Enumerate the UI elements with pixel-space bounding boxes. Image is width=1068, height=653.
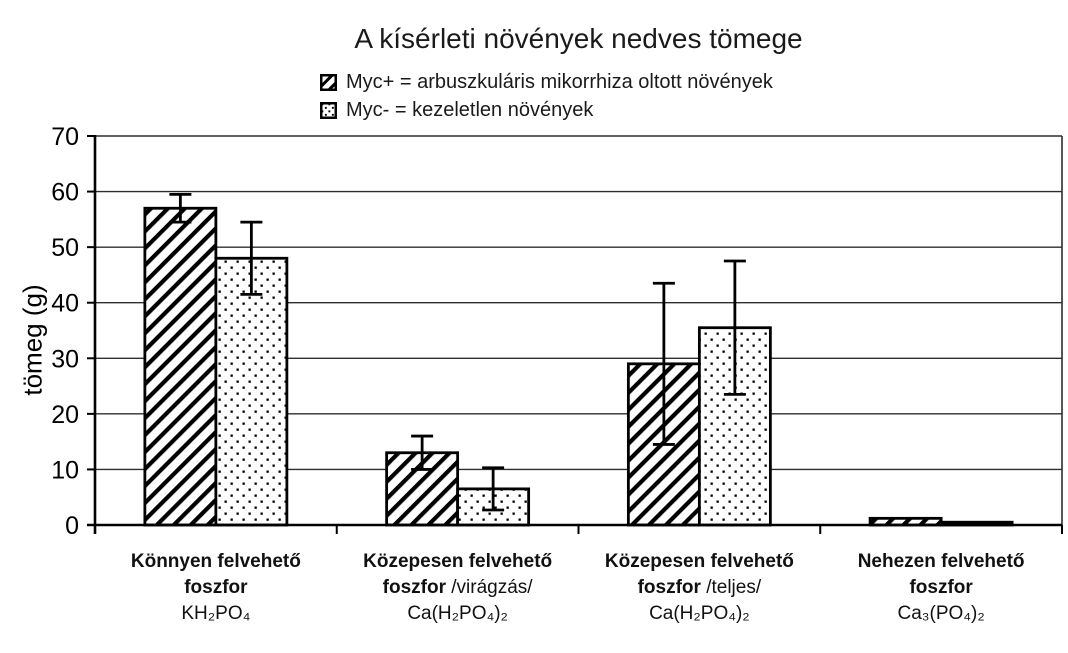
legend: Myc+ = arbuszkuláris mikorrhiza oltott n…: [320, 68, 773, 124]
category-label: Közepesen felvehető foszfor /virágzás/Ca(…: [363, 551, 553, 624]
legend-item-myc-minus: Myc- = kezeletlen növények: [320, 96, 773, 124]
y-tick-label: 70: [51, 123, 79, 151]
x-axis-labels: Könnyen felvehető foszfor KH₂PO₄ Közepesen …: [0, 549, 1068, 649]
category-label: Könnyen felvehető foszfor KH₂PO₄: [130, 551, 301, 624]
legend-item-myc-plus: Myc+ = arbuszkuláris mikorrhiza oltott n…: [320, 68, 773, 96]
y-tick-label: 50: [51, 234, 79, 262]
bar-myc-minus: [214, 256, 289, 527]
y-tick-label: 10: [51, 456, 79, 484]
y-tick-label: 40: [51, 290, 79, 318]
bar-myc-plus: [143, 206, 218, 527]
legend-label-myc-minus: Myc- = kezeletlen növények: [346, 99, 594, 121]
category-label: Közepesen felvehető foszfor /teljes/Ca(H₂…: [604, 551, 794, 624]
y-tick-label: 20: [51, 401, 79, 429]
chart-title: A kísérleti növények nedves tömege: [354, 23, 803, 54]
legend-label-myc-plus: Myc+ = arbuszkuláris mikorrhiza oltott n…: [346, 71, 773, 93]
hatched-square-icon: [320, 73, 337, 91]
category-label: Nehezen felvehető foszfor Ca₃(PO₄)₂: [857, 551, 1025, 624]
y-tick-label: 60: [51, 179, 79, 207]
y-tick-label: 0: [65, 512, 79, 540]
dotted-square-icon: [320, 101, 337, 119]
y-tick-label: 30: [51, 345, 79, 373]
